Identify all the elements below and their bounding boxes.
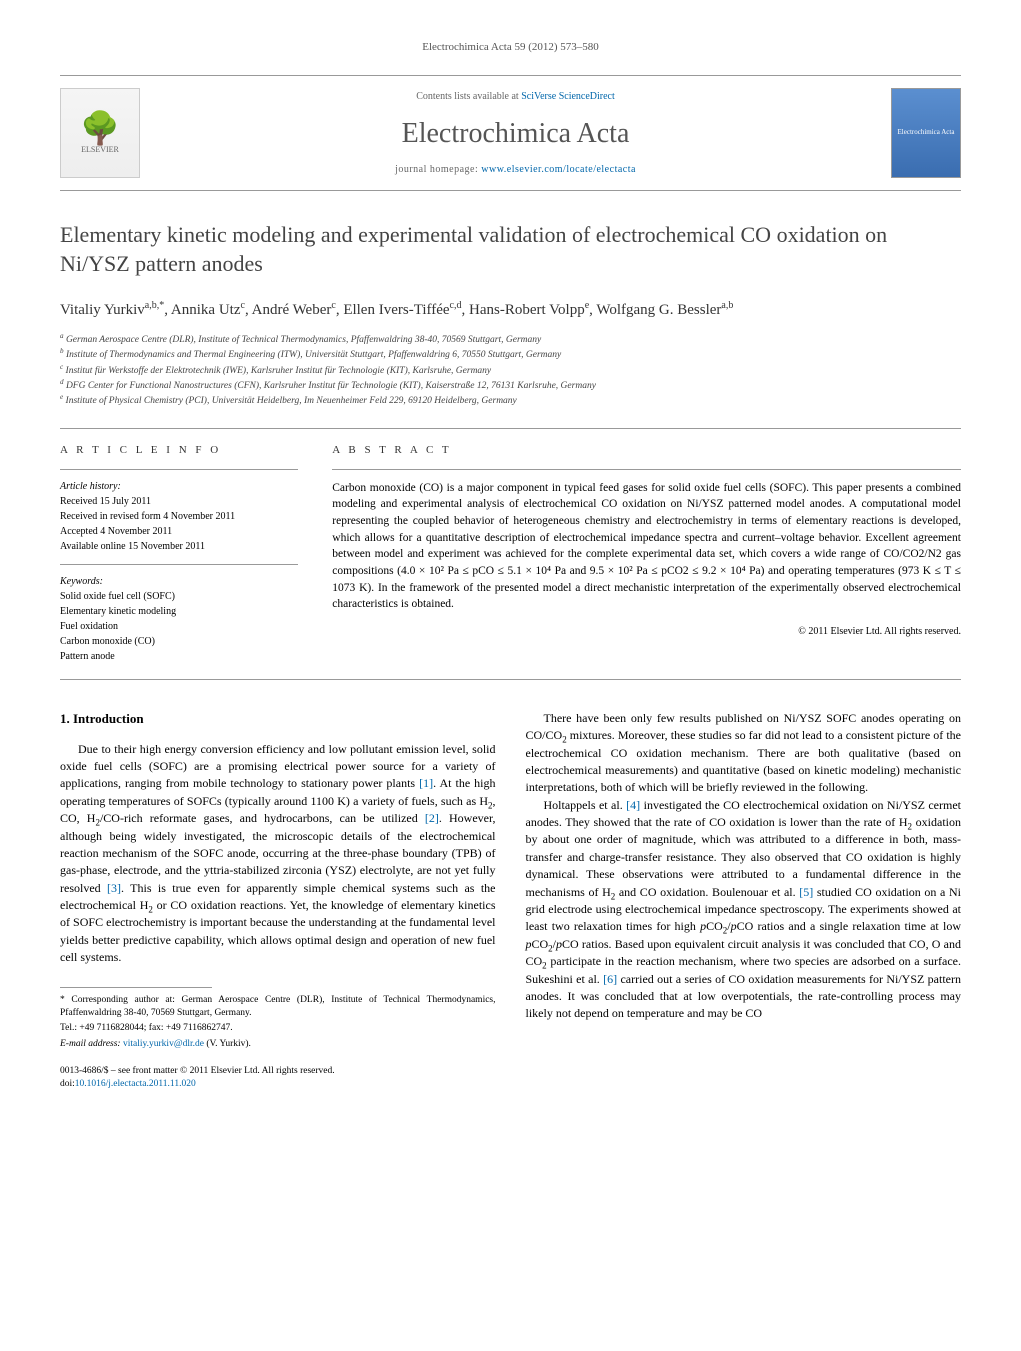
doi-block: 0013-4686/$ – see front matter © 2011 El… bbox=[60, 1065, 496, 1092]
intro-paragraph-1: Due to their high energy conversion effi… bbox=[60, 741, 496, 967]
section-1-heading: 1. Introduction bbox=[60, 710, 496, 729]
keyword-item: Pattern anode bbox=[60, 650, 298, 664]
keyword-item: Fuel oxidation bbox=[60, 620, 298, 634]
affiliation-item: b Institute of Thermodynamics and Therma… bbox=[60, 348, 961, 362]
corresponding-author-note: * Corresponding author at: German Aerosp… bbox=[60, 994, 496, 1021]
keyword-item: Elementary kinetic modeling bbox=[60, 605, 298, 619]
email-label: E-mail address: bbox=[60, 1039, 123, 1049]
history-item: Accepted 4 November 2011 bbox=[60, 525, 298, 539]
keywords-label: Keywords: bbox=[60, 575, 298, 589]
body-columns: 1. Introduction Due to their high energy… bbox=[60, 710, 961, 1092]
intro-paragraph-2: There have been only few results publish… bbox=[526, 710, 962, 797]
affiliation-item: c Institut für Werkstoffe der Elektrotec… bbox=[60, 364, 961, 378]
author-list: Vitaliy Yurkiva,b,*, Annika Utzc, André … bbox=[60, 299, 961, 322]
sciencedirect-link[interactable]: SciVerse ScienceDirect bbox=[521, 91, 615, 102]
citation-link[interactable]: [3] bbox=[107, 881, 121, 895]
right-column: There have been only few results publish… bbox=[526, 710, 962, 1092]
abstract-heading: A B S T R A C T bbox=[332, 443, 961, 458]
front-matter-line: 0013-4686/$ – see front matter © 2011 El… bbox=[60, 1065, 496, 1078]
citation-link[interactable]: [2] bbox=[425, 811, 439, 825]
citation-link[interactable]: [5] bbox=[799, 885, 813, 899]
contents-available-line: Contents lists available at SciVerse Sci… bbox=[160, 90, 871, 104]
journal-homepage-line: journal homepage: www.elsevier.com/locat… bbox=[160, 163, 871, 177]
keyword-item: Solid oxide fuel cell (SOFC) bbox=[60, 590, 298, 604]
intro-paragraph-3: Holtappels et al. [4] investigated the C… bbox=[526, 797, 962, 1023]
article-info-panel: A R T I C L E I N F O Article history: R… bbox=[60, 429, 312, 678]
journal-cover-thumbnail: Electrochimica Acta bbox=[891, 88, 961, 178]
keyword-item: Carbon monoxide (CO) bbox=[60, 635, 298, 649]
article-info-heading: A R T I C L E I N F O bbox=[60, 443, 298, 458]
history-item: Available online 15 November 2011 bbox=[60, 540, 298, 554]
doi-prefix: doi: bbox=[60, 1079, 75, 1089]
header-center: Contents lists available at SciVerse Sci… bbox=[140, 90, 891, 177]
article-history: Article history: Received 15 July 2011Re… bbox=[60, 480, 298, 554]
contents-prefix: Contents lists available at bbox=[416, 91, 521, 102]
history-item: Received in revised form 4 November 2011 bbox=[60, 510, 298, 524]
elsevier-tree-icon: 🌳 bbox=[80, 112, 120, 144]
email-suffix: (V. Yurkiv). bbox=[204, 1039, 251, 1049]
abstract-panel: A B S T R A C T Carbon monoxide (CO) is … bbox=[312, 429, 961, 678]
info-abstract-row: A R T I C L E I N F O Article history: R… bbox=[60, 428, 961, 679]
homepage-prefix: journal homepage: bbox=[395, 164, 481, 175]
journal-header-band: 🌳 ELSEVIER Contents lists available at S… bbox=[60, 75, 961, 191]
affiliation-item: a German Aerospace Centre (DLR), Institu… bbox=[60, 333, 961, 347]
abstract-text: Carbon monoxide (CO) is a major componen… bbox=[332, 480, 961, 613]
left-column: 1. Introduction Due to their high energy… bbox=[60, 710, 496, 1092]
email-line: E-mail address: vitaliy.yurkiv@dlr.de (V… bbox=[60, 1038, 496, 1051]
corresponding-email-link[interactable]: vitaliy.yurkiv@dlr.de bbox=[123, 1039, 204, 1049]
affiliations-list: a German Aerospace Centre (DLR), Institu… bbox=[60, 333, 961, 408]
journal-reference: Electrochimica Acta 59 (2012) 573–580 bbox=[60, 40, 961, 55]
history-label: Article history: bbox=[60, 480, 298, 494]
tel-fax: Tel.: +49 7116828044; fax: +49 711686274… bbox=[60, 1022, 496, 1035]
journal-title: Electrochimica Acta bbox=[160, 114, 871, 153]
journal-homepage-link[interactable]: www.elsevier.com/locate/electacta bbox=[481, 164, 636, 175]
citation-link[interactable]: [1] bbox=[419, 776, 433, 790]
footnotes: * Corresponding author at: German Aerosp… bbox=[60, 994, 496, 1051]
publisher-name: ELSEVIER bbox=[81, 144, 119, 155]
doi-link[interactable]: 10.1016/j.electacta.2011.11.020 bbox=[75, 1079, 196, 1089]
article-title: Elementary kinetic modeling and experime… bbox=[60, 221, 961, 278]
keywords-block: Keywords: Solid oxide fuel cell (SOFC)El… bbox=[60, 575, 298, 664]
abstract-copyright: © 2011 Elsevier Ltd. All rights reserved… bbox=[332, 625, 961, 639]
footnote-rule bbox=[60, 987, 212, 988]
elsevier-logo: 🌳 ELSEVIER bbox=[60, 88, 140, 178]
affiliation-item: d DFG Center for Functional Nanostructur… bbox=[60, 379, 961, 393]
citation-link[interactable]: [4] bbox=[626, 798, 640, 812]
history-item: Received 15 July 2011 bbox=[60, 495, 298, 509]
affiliation-item: e Institute of Physical Chemistry (PCI),… bbox=[60, 394, 961, 408]
citation-link[interactable]: [6] bbox=[603, 972, 617, 986]
